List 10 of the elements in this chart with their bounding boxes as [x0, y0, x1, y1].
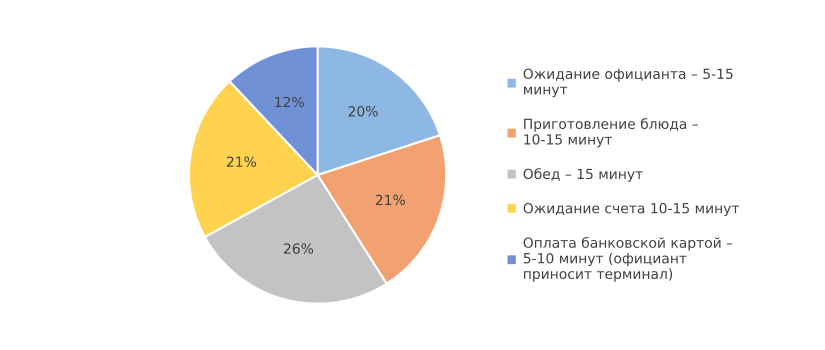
legend-label: Оплата банковской картой – 5-10 минут (официант приносит терминал): [524, 236, 732, 282]
legend-label: Ожидание официанта – 5-15 минут: [524, 68, 733, 98]
data-label: 26%: [284, 243, 314, 254]
data-label: 21%: [376, 194, 405, 206]
data-label: 12%: [275, 96, 304, 108]
legend-label: Обед – 15 минут: [524, 168, 643, 182]
data-label: 20%: [348, 106, 378, 117]
legend-label: Ожидание счета 10-15 минут: [524, 202, 740, 216]
data-label: 21%: [226, 156, 256, 167]
legend-label: Приготовление блюда – 10-15 минут: [524, 118, 698, 148]
